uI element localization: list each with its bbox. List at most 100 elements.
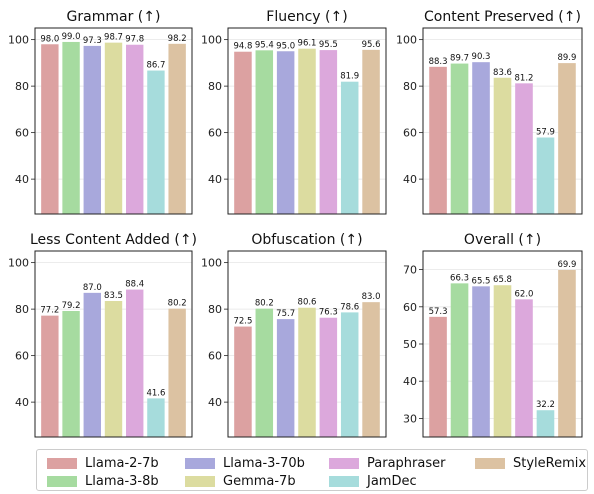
bar-value-label: 32.2 (536, 400, 555, 410)
chart-title: Content Preserved (↑) (424, 9, 581, 25)
bar-value-label: 98.0 (40, 34, 59, 44)
bar-styleremix (362, 302, 380, 437)
legend-swatch (47, 475, 77, 487)
bar-llama-3-70b (83, 45, 101, 215)
y-tick-label: 40 (403, 173, 417, 186)
bar-llama-3-8b (450, 283, 469, 437)
bar-value-label: 41.6 (146, 388, 165, 398)
y-tick-label: 60 (208, 127, 222, 140)
bar-value-label: 88.3 (429, 57, 448, 67)
y-tick-label: 100 (8, 34, 29, 47)
bar-value-label: 62.0 (515, 289, 534, 299)
bar-value-label: 65.5 (472, 276, 491, 286)
legend-label: Llama-3-8b (85, 473, 159, 489)
legend-item-jamdec: JamDec (329, 472, 417, 490)
chart-panel-2: Fluency (↑) 40 60 80 100 94.8 95.4 95.0 96.1 95.5… (201, 9, 387, 215)
bar-gemma-7b (493, 285, 512, 437)
y-tick-label: 60 (403, 127, 417, 140)
y-tick-label: 100 (201, 257, 222, 270)
bar-value-label: 72.5 (233, 317, 252, 327)
bar-value-label: 66.3 (450, 273, 469, 283)
bar-llama-3-70b (276, 319, 295, 437)
legend-item-llama-2-7b: Llama-2-7b (47, 454, 159, 472)
bar-value-label: 89.9 (557, 53, 576, 63)
bar-llama-2-7b (429, 316, 447, 437)
bar-value-label: 76.3 (319, 308, 338, 318)
bar-paraphraser (319, 317, 338, 437)
legend-label: StyleRemix (513, 455, 587, 471)
bar-styleremix (168, 308, 186, 437)
chart-title: Overall (↑) (464, 232, 541, 248)
y-tick-label: 40 (15, 396, 29, 409)
y-tick-label: 70 (403, 264, 417, 277)
chart-panel-6: Overall (↑) 30 40 50 60 70 57.3 66.3 65.5 65.862.… (403, 232, 583, 438)
legend-item-llama-3-8b: Llama-3-8b (47, 472, 159, 490)
plot-frame (422, 27, 583, 215)
chart-panel-5: Obfuscation (↑) 40 60 80 100 72.580.275.780.6… (201, 232, 387, 438)
y-tick-label: 40 (208, 173, 222, 186)
bar-value-label: 88.4 (125, 280, 144, 290)
bar-value-label: 81.9 (340, 72, 359, 82)
bar-value-label: 94.8 (233, 42, 252, 52)
legend-swatch (185, 457, 215, 469)
y-tick-label: 60 (15, 350, 29, 363)
y-tick-label: 100 (396, 34, 417, 47)
bar-value-label: 95.4 (255, 40, 274, 50)
bar-jamdec (147, 70, 165, 214)
legend-label: Llama-2-7b (85, 455, 159, 471)
bar-value-label: 97.3 (83, 36, 102, 46)
bar-value-label: 57.3 (429, 307, 448, 317)
y-tick-label: 80 (15, 80, 29, 93)
bar-jamdec (340, 81, 359, 215)
bar-paraphraser (515, 299, 533, 437)
y-tick-label: 60 (208, 350, 222, 363)
bar-paraphraser (515, 83, 533, 215)
y-tick-label: 80 (403, 80, 417, 93)
bar-value-label: 75.7 (276, 309, 295, 319)
bar-llama-2-7b (234, 51, 252, 215)
bar-value-label: 90.3 (472, 52, 491, 62)
legend-swatch (329, 457, 359, 469)
bar-value-label: 69.9 (557, 260, 576, 270)
bar-styleremix (362, 49, 380, 215)
bar-value-label: 86.7 (146, 61, 165, 71)
bar-value-label: 78.6 (340, 302, 359, 312)
legend-item-llama-3-70b: Llama-3-70b (185, 454, 305, 472)
chart-panel-1: Grammar (↑) 40 60 80 100 98.0 99.0 97.3 98.7 97.8… (8, 9, 193, 215)
bar-gemma-7b (298, 48, 316, 214)
y-tick-label: 80 (208, 303, 222, 316)
bar-llama-3-8b (255, 308, 274, 437)
y-tick-label: 100 (8, 257, 29, 270)
bar-jamdec (147, 398, 165, 437)
bar-value-label: 83.5 (104, 291, 123, 301)
bar-jamdec (536, 137, 555, 214)
bar-styleremix (168, 43, 186, 215)
y-tick-label: 40 (208, 396, 222, 409)
bar-value-label: 79.2 (62, 301, 81, 311)
y-tick-label: 40 (403, 375, 417, 388)
bar-value-label: 77.2 (40, 306, 59, 316)
bar-jamdec (340, 312, 359, 437)
bar-value-label: 95.0 (276, 41, 295, 51)
bar-value-label: 57.9 (536, 128, 555, 138)
bar-paraphraser (319, 50, 338, 215)
bar-llama-3-8b (255, 50, 274, 214)
bar-value-label: 98.7 (104, 33, 123, 43)
bar-value-label: 96.1 (298, 39, 317, 49)
chart-title: Grammar (↑) (67, 9, 161, 25)
plot-frame (34, 250, 193, 438)
bar-jamdec (536, 410, 555, 437)
bar-paraphraser (126, 44, 144, 214)
bar-llama-3-8b (62, 41, 80, 215)
legend-label: Llama-3-70b (223, 455, 305, 471)
bar-value-label: 80.2 (168, 299, 187, 309)
legend-label: Paraphraser (367, 455, 446, 471)
bar-gemma-7b (493, 77, 512, 214)
bar-styleremix (558, 269, 576, 437)
chart-title: Obfuscation (↑) (251, 232, 362, 248)
legend-swatch (329, 475, 359, 487)
plot-frame (34, 27, 193, 215)
bar-llama-3-70b (83, 292, 101, 437)
